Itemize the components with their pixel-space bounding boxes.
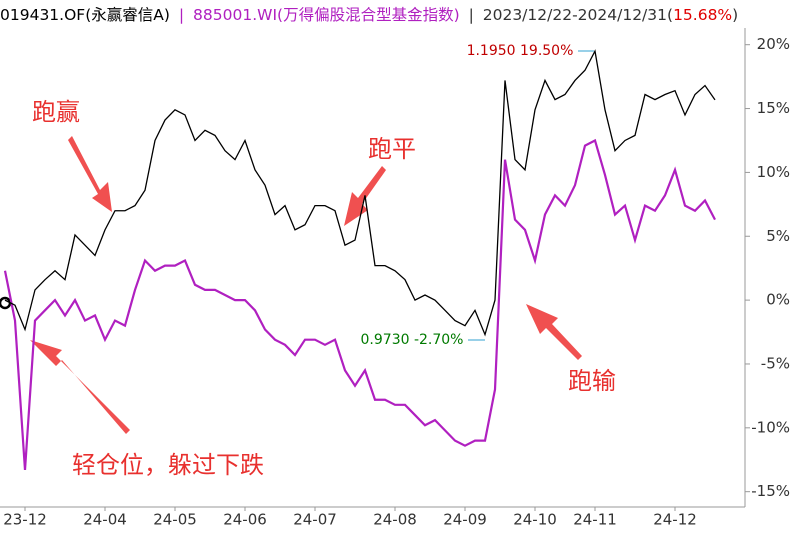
x-tick-label: 24-12: [653, 511, 697, 529]
series-1-legend: 885001.WI(万得偏股混合型基金指数): [193, 6, 460, 24]
arrow: [68, 136, 112, 212]
x-tick-label: 24-11: [573, 511, 617, 529]
separator: |: [179, 6, 184, 24]
x-tick-label: 24-04: [83, 511, 127, 529]
annotation: 轻仓位，躲过下跌: [72, 451, 264, 479]
arrow: [30, 340, 130, 434]
period-return: 15.68%: [673, 6, 732, 24]
y-tick-label: 0%: [766, 291, 790, 309]
series-line: [4, 49, 716, 337]
y-tick-label: 10%: [757, 163, 790, 181]
annotation: 跑赢: [32, 98, 80, 126]
y-tick-label: -5%: [761, 354, 790, 372]
y-tick-label: 5%: [766, 227, 790, 245]
header: 019431.OF(永赢睿信A) | 885001.WI(万得偏股混合型基金指数…: [0, 6, 738, 24]
separator: |: [469, 6, 474, 24]
y-tick-label: 20%: [757, 35, 790, 53]
x-tick-label: 24-07: [293, 511, 337, 529]
x-tick-label: 23-12: [3, 511, 47, 529]
annotation: 跑输: [568, 367, 616, 395]
x-tick-label: 24-09: [443, 511, 487, 529]
y-tick-label: -15%: [751, 482, 790, 500]
x-tick-label: 24-05: [153, 511, 197, 529]
x-tick-label: 24-10: [513, 511, 557, 529]
series-0-legend: 019431.OF(永赢睿信A): [0, 6, 170, 24]
series-line: [3, 138, 716, 471]
arrow: [526, 304, 582, 360]
y-tick-label: 15%: [757, 99, 790, 117]
x-tick-label: 24-06: [223, 511, 267, 529]
period-close: ): [732, 6, 738, 24]
period: 2023/12/22-2024/12/31(: [483, 6, 673, 24]
annotation: 0.9730 -2.70%: [361, 332, 464, 348]
annotation: 跑平: [368, 135, 416, 163]
x-tick-label: 24-08: [373, 511, 417, 529]
y-tick-label: -10%: [751, 418, 790, 436]
start-marker: [0, 296, 12, 310]
annotation: 1.1950 19.50%: [467, 43, 574, 59]
